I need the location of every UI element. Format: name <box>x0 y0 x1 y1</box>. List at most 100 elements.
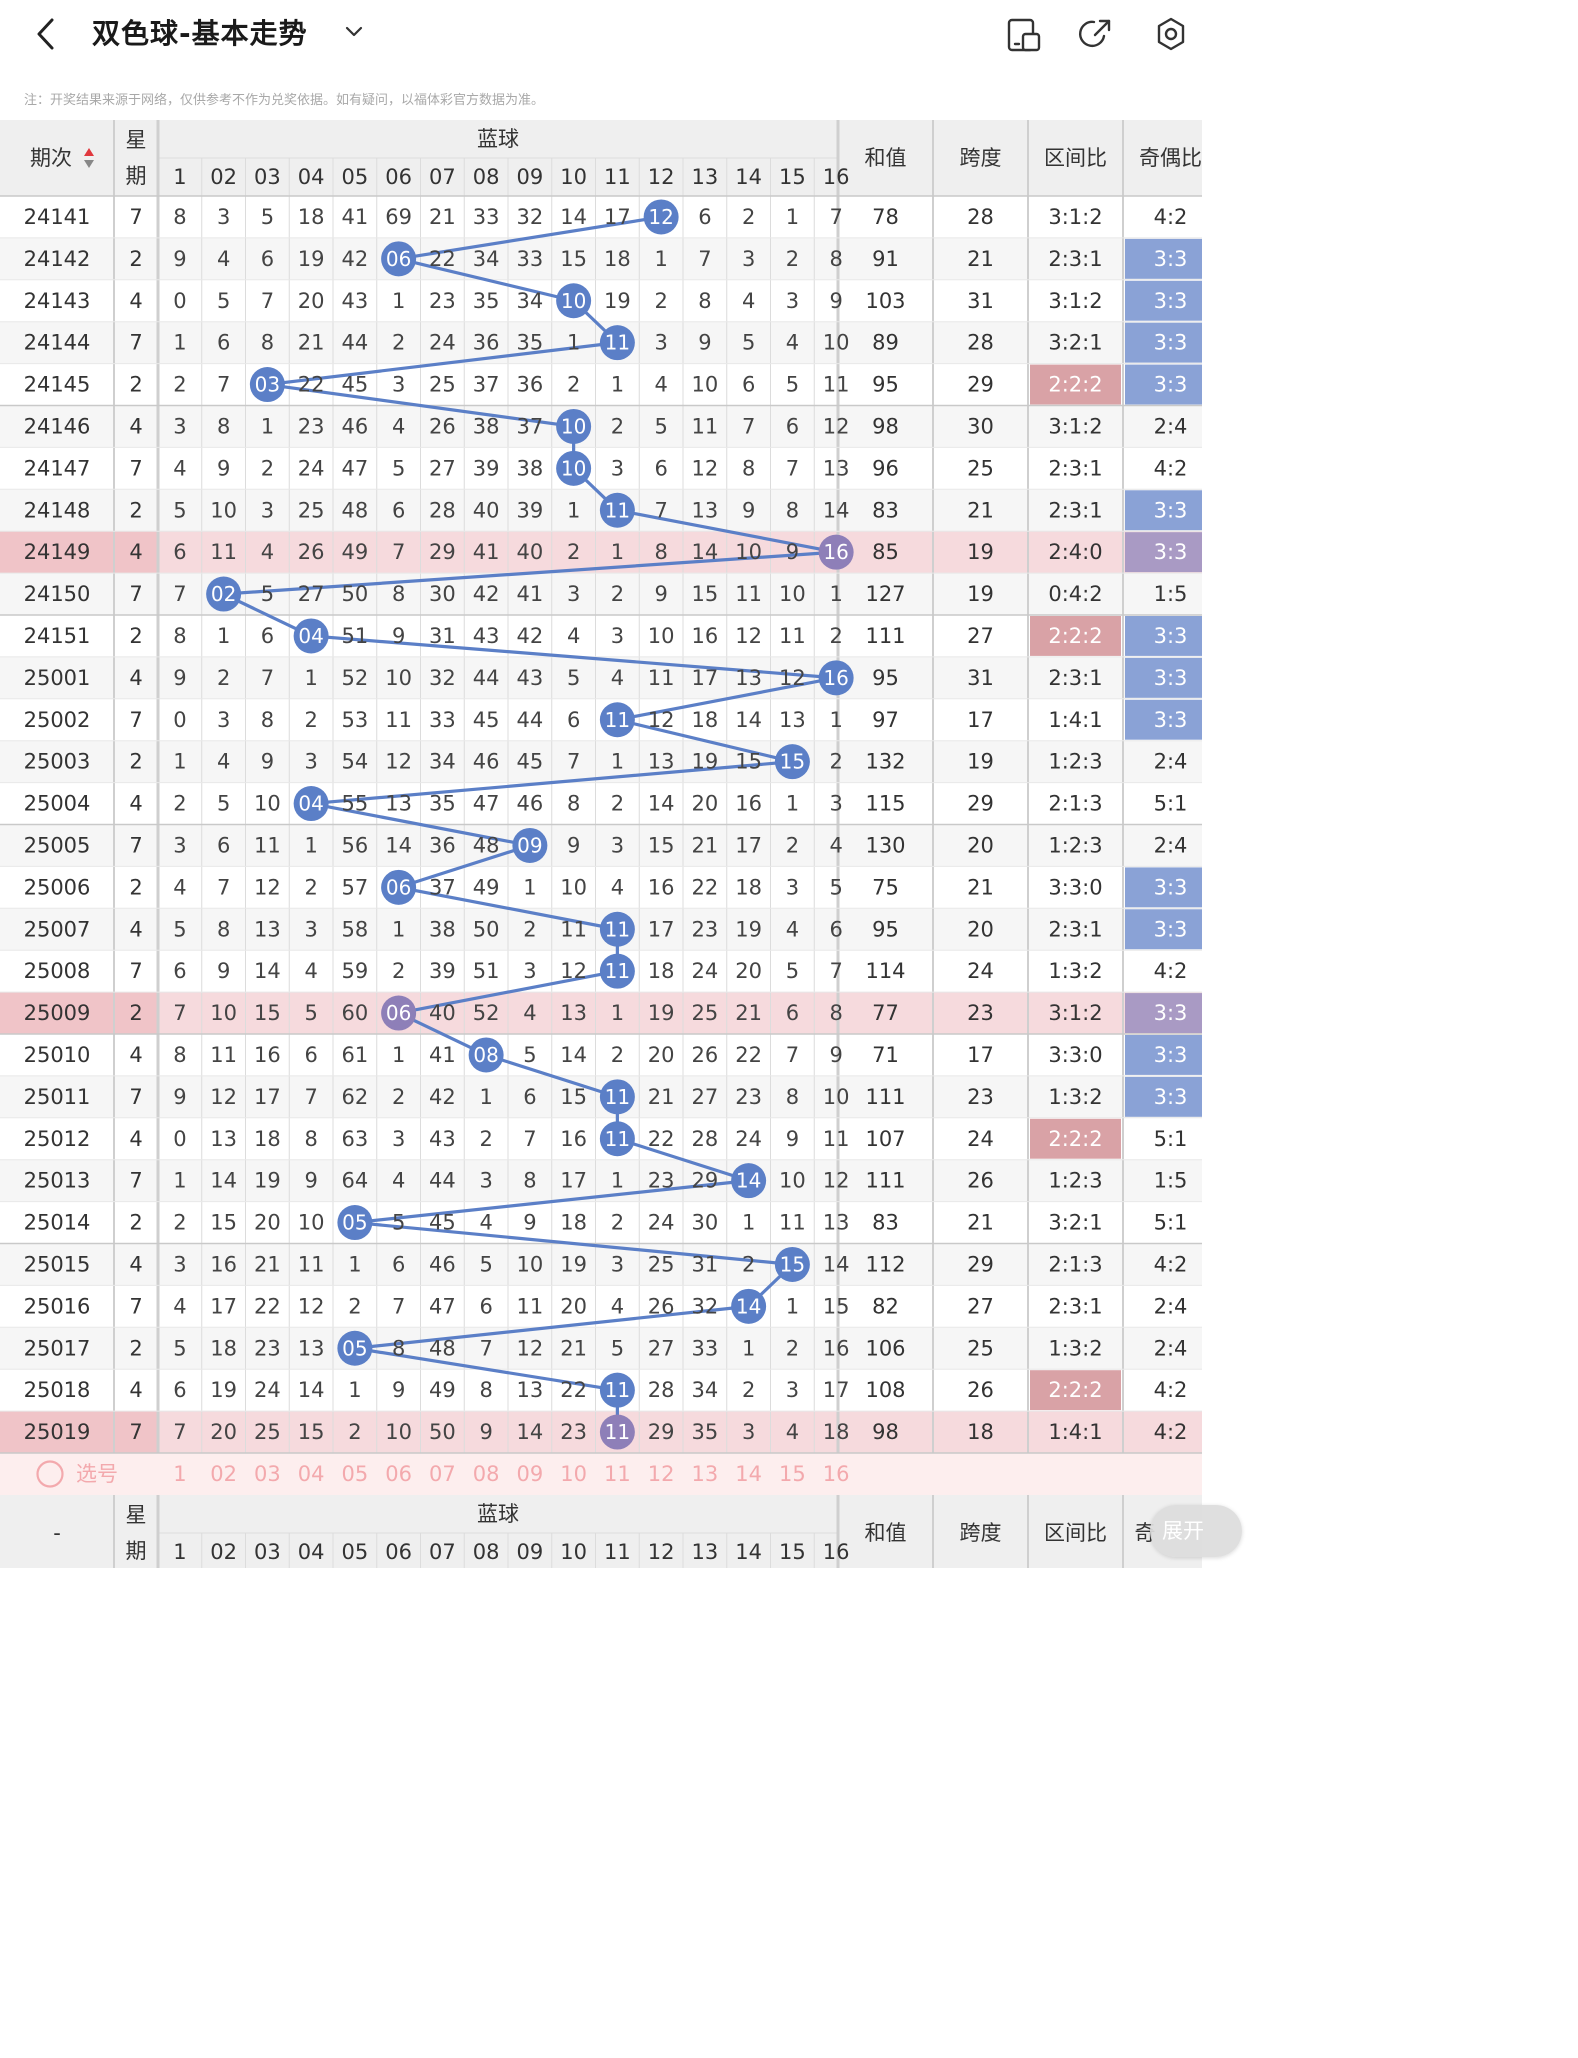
back-arrow-icon[interactable] <box>30 14 64 54</box>
odd-even-cell: 2:4 <box>1154 414 1188 438</box>
table-row <box>0 1327 1202 1370</box>
week-cell: 7 <box>129 205 142 229</box>
select-number[interactable]: 04 <box>298 1462 325 1486</box>
miss-count-cell: 9 <box>523 1211 536 1235</box>
miss-count-cell: 43 <box>342 289 369 313</box>
sum-cell: 77 <box>872 1001 899 1025</box>
miss-count-cell: 3 <box>392 373 405 397</box>
miss-count-cell: 24 <box>692 959 719 983</box>
expand-button[interactable]: 展开 <box>1150 1505 1242 1557</box>
odd-even-cell: 2:4 <box>1154 1336 1188 1360</box>
miss-count-cell: 18 <box>560 1211 587 1235</box>
select-radio-icon[interactable] <box>36 1460 64 1488</box>
miss-count-cell: 44 <box>342 331 369 355</box>
miss-count-cell: 39 <box>517 498 544 522</box>
miss-count-cell: 18 <box>735 875 762 899</box>
select-number[interactable]: 14 <box>735 1462 762 1486</box>
miss-count-cell: 42 <box>429 1085 456 1109</box>
miss-count-cell: 53 <box>342 708 369 732</box>
blue-ball-number: 10 <box>561 414 586 438</box>
period-cell: 25002 <box>24 708 91 732</box>
settings-icon[interactable] <box>1153 14 1189 54</box>
miss-count-cell: 16 <box>692 624 719 648</box>
blue-ball-number: 06 <box>386 1001 411 1025</box>
screen-layout-icon[interactable] <box>1006 14 1042 54</box>
miss-count-cell: 9 <box>392 1378 405 1402</box>
select-number[interactable]: 13 <box>692 1462 719 1486</box>
blue-ball-marker <box>731 1163 767 1199</box>
miss-count-cell: 17 <box>648 917 675 941</box>
zone-ratio-cell: 3:3:0 <box>1048 1043 1102 1067</box>
sort-down-icon[interactable] <box>84 160 94 168</box>
miss-count-cell: 22 <box>429 247 456 271</box>
select-number[interactable]: 1 <box>173 1462 186 1486</box>
select-number[interactable]: 09 <box>517 1462 544 1486</box>
span-cell: 31 <box>967 289 994 313</box>
select-number[interactable]: 11 <box>604 1462 631 1486</box>
miss-count-cell: 28 <box>429 498 456 522</box>
miss-count-cell: 11 <box>779 1211 806 1235</box>
miss-count-cell: 12 <box>779 666 806 690</box>
select-number[interactable]: 12 <box>648 1462 675 1486</box>
select-number[interactable]: 08 <box>473 1462 500 1486</box>
blue-ball-marker <box>599 1414 635 1450</box>
select-number[interactable]: 03 <box>254 1462 281 1486</box>
miss-count-cell: 2 <box>786 1336 799 1360</box>
miss-count-cell: 20 <box>210 1420 237 1444</box>
zone-ratio-cell: 2:2:2 <box>1048 1378 1102 1402</box>
odd-even-cell: 3:3 <box>1154 498 1188 522</box>
select-number[interactable]: 16 <box>823 1462 850 1486</box>
zone-ratio-cell: 2:3:1 <box>1048 498 1102 522</box>
miss-count-cell: 2 <box>611 414 624 438</box>
miss-count-cell: 7 <box>654 498 667 522</box>
sort-up-icon[interactable] <box>84 148 94 156</box>
miss-count-cell: 2 <box>786 833 799 857</box>
blue-ball-marker <box>599 325 635 361</box>
period-cell: 24142 <box>24 247 91 271</box>
miss-count-cell: 63 <box>342 1127 369 1151</box>
sum-cell: 82 <box>872 1294 899 1318</box>
sum-cell: 97 <box>872 708 899 732</box>
select-number[interactable]: 10 <box>560 1462 587 1486</box>
miss-count-cell: 18 <box>210 1336 237 1360</box>
miss-count-cell: 18 <box>648 959 675 983</box>
miss-count-cell: 4 <box>654 373 667 397</box>
miss-count-cell: 1 <box>567 331 580 355</box>
zone-ratio-cell: 1:3:2 <box>1048 959 1102 983</box>
miss-count-cell: 2 <box>567 373 580 397</box>
share-icon[interactable] <box>1078 14 1114 54</box>
miss-count-cell: 1 <box>654 247 667 271</box>
footer-span-header: 跨度 <box>960 1521 1002 1545</box>
miss-count-cell: 11 <box>823 373 850 397</box>
miss-count-cell: 32 <box>692 1294 719 1318</box>
table-row <box>0 1034 1202 1076</box>
miss-count-cell: 6 <box>698 205 711 229</box>
miss-count-cell: 22 <box>735 1043 762 1067</box>
row-highlight-left <box>0 531 158 574</box>
week-cell: 7 <box>129 1294 142 1318</box>
select-number[interactable]: 06 <box>385 1462 412 1486</box>
miss-count-cell: 31 <box>692 1252 719 1276</box>
span-cell: 25 <box>967 1336 994 1360</box>
select-number[interactable]: 02 <box>210 1462 237 1486</box>
sum-cell: 95 <box>872 373 899 397</box>
miss-count-cell: 9 <box>261 750 274 774</box>
miss-count-cell: 28 <box>692 1127 719 1151</box>
miss-count-cell: 55 <box>342 792 369 816</box>
blue-number-header: 15 <box>779 165 806 189</box>
miss-count-cell: 61 <box>342 1043 369 1067</box>
miss-count-cell: 7 <box>829 959 842 983</box>
chevron-down-icon[interactable] <box>340 18 368 46</box>
sum-cell: 115 <box>865 792 905 816</box>
span-cell: 26 <box>967 1378 994 1402</box>
row-highlight-left <box>0 1411 158 1453</box>
miss-count-cell: 3 <box>261 498 274 522</box>
miss-count-cell: 37 <box>473 373 500 397</box>
blue-ball-number: 11 <box>605 1085 630 1109</box>
blue-number-header: 05 <box>342 165 369 189</box>
select-number[interactable]: 15 <box>779 1462 806 1486</box>
miss-count-cell: 38 <box>473 414 500 438</box>
select-number[interactable]: 07 <box>429 1462 456 1486</box>
select-number[interactable]: 05 <box>342 1462 369 1486</box>
miss-count-cell: 10 <box>823 1085 850 1109</box>
